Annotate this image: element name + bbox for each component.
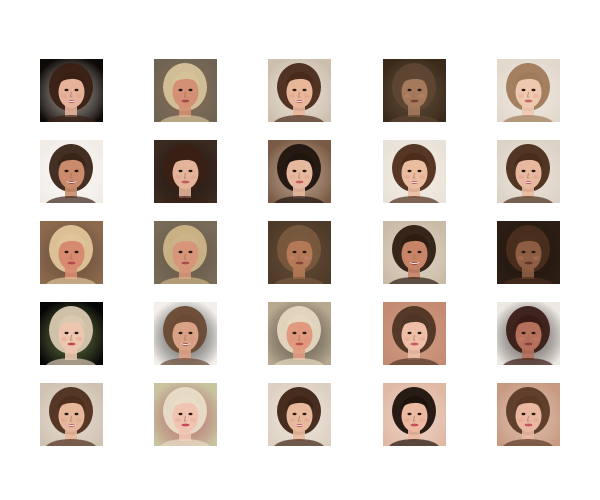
face-tile bbox=[268, 302, 331, 365]
face-image bbox=[383, 59, 446, 122]
face-tile bbox=[154, 302, 217, 365]
face-tile bbox=[383, 140, 446, 203]
face-image bbox=[497, 140, 560, 203]
face-image bbox=[268, 140, 331, 203]
face-tile bbox=[268, 383, 331, 446]
face-tile bbox=[154, 221, 217, 284]
face-image bbox=[497, 383, 560, 446]
face-tile bbox=[497, 140, 560, 203]
face-tile bbox=[497, 221, 560, 284]
face-image bbox=[40, 302, 103, 365]
face-tile bbox=[40, 383, 103, 446]
face-tile bbox=[497, 383, 560, 446]
face-tile bbox=[383, 221, 446, 284]
face-image bbox=[268, 383, 331, 446]
face-tile bbox=[40, 140, 103, 203]
face-image bbox=[154, 59, 217, 122]
face-image bbox=[383, 302, 446, 365]
face-image bbox=[497, 59, 560, 122]
face-image bbox=[154, 383, 217, 446]
face-image bbox=[383, 221, 446, 284]
face-image bbox=[40, 59, 103, 122]
face-image bbox=[40, 221, 103, 284]
face-image bbox=[40, 383, 103, 446]
face-tile bbox=[154, 140, 217, 203]
face-image bbox=[154, 140, 217, 203]
face-tile bbox=[383, 302, 446, 365]
face-tile bbox=[40, 59, 103, 122]
face-tile bbox=[40, 221, 103, 284]
face-image bbox=[268, 302, 331, 365]
face-tile bbox=[268, 140, 331, 203]
face-image bbox=[383, 140, 446, 203]
face-tile bbox=[497, 302, 560, 365]
face-tile bbox=[497, 59, 560, 122]
face-tile bbox=[383, 383, 446, 446]
face-image bbox=[497, 302, 560, 365]
face-image bbox=[154, 302, 217, 365]
face-image bbox=[154, 221, 217, 284]
face-image bbox=[268, 59, 331, 122]
face-tile bbox=[268, 59, 331, 122]
face-tile bbox=[154, 383, 217, 446]
face-image bbox=[497, 221, 560, 284]
face-image bbox=[383, 383, 446, 446]
face-tile bbox=[383, 59, 446, 122]
face-image bbox=[268, 221, 331, 284]
face-tile bbox=[154, 59, 217, 122]
face-tile bbox=[40, 302, 103, 365]
face-image bbox=[40, 140, 103, 203]
face-tile bbox=[268, 221, 331, 284]
